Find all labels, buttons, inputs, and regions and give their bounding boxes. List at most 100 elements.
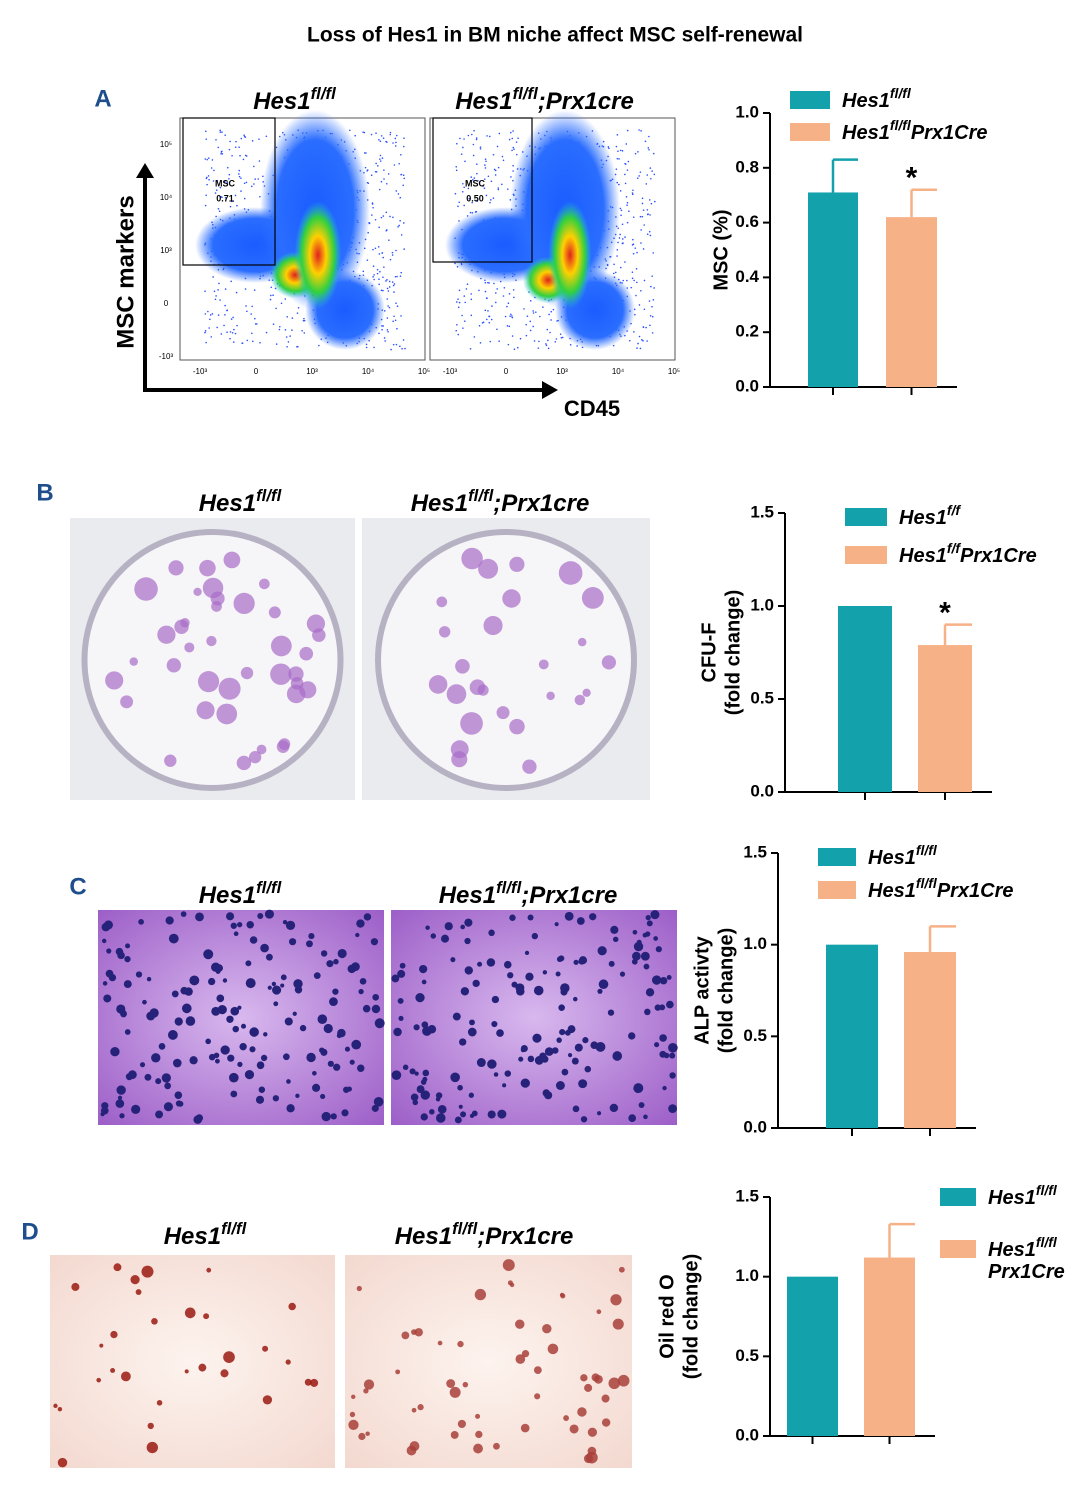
flow-event bbox=[207, 310, 209, 313]
flow-event bbox=[619, 190, 622, 192]
flow-event bbox=[380, 135, 383, 137]
flow-event bbox=[454, 192, 457, 195]
colony bbox=[538, 659, 549, 670]
cell bbox=[374, 1018, 385, 1029]
flow-event bbox=[467, 134, 470, 137]
flow-event bbox=[633, 279, 635, 282]
cell bbox=[659, 976, 668, 985]
flow-event bbox=[246, 310, 248, 313]
flow-event bbox=[229, 205, 232, 208]
flow-event bbox=[242, 158, 245, 161]
flow-event bbox=[627, 160, 630, 163]
flow-event bbox=[508, 325, 511, 328]
flow-event bbox=[646, 209, 649, 211]
cell bbox=[650, 910, 660, 920]
lipid-cell bbox=[450, 1430, 459, 1439]
flow-event bbox=[254, 317, 256, 320]
flow-event bbox=[253, 289, 256, 291]
lipid-cell bbox=[542, 1324, 552, 1334]
flow-event bbox=[207, 157, 210, 159]
flow-event bbox=[475, 138, 478, 141]
cell bbox=[493, 1072, 499, 1077]
cell bbox=[125, 943, 131, 949]
flow-event bbox=[464, 160, 466, 163]
flow-event bbox=[456, 142, 458, 145]
lipid-cell bbox=[285, 1359, 291, 1365]
y-tick-label: 0.0 bbox=[743, 1117, 767, 1136]
panel-letter: D bbox=[21, 1218, 38, 1245]
cell bbox=[544, 1091, 553, 1100]
cell bbox=[237, 1061, 243, 1067]
flow-event bbox=[547, 339, 549, 342]
flow-event bbox=[258, 160, 261, 162]
flow-event bbox=[642, 248, 645, 250]
flow-event bbox=[550, 319, 552, 321]
legend-swatch bbox=[845, 546, 887, 564]
panel-letter: B bbox=[36, 479, 53, 506]
flow-event bbox=[650, 202, 653, 205]
image-label: Hes1fl/fl;Prx1cre bbox=[455, 84, 634, 115]
flow-event bbox=[389, 258, 392, 261]
lipid-cell bbox=[585, 1451, 598, 1464]
cell bbox=[391, 1070, 402, 1080]
flow-event bbox=[250, 185, 253, 188]
lipid-cell bbox=[206, 1267, 212, 1273]
cell bbox=[341, 1109, 349, 1117]
lipid-cell bbox=[610, 1294, 622, 1306]
flow-event bbox=[207, 175, 210, 177]
flow-event bbox=[403, 177, 406, 180]
flow-event bbox=[258, 138, 260, 140]
colony bbox=[174, 619, 189, 635]
flow-event bbox=[391, 254, 394, 256]
cell bbox=[414, 1071, 419, 1076]
flow-event bbox=[488, 315, 490, 318]
flow-event bbox=[485, 160, 487, 163]
lipid-cell bbox=[310, 1378, 319, 1387]
flow-event bbox=[648, 135, 650, 138]
cell bbox=[244, 1070, 255, 1080]
flow-event bbox=[383, 266, 385, 268]
flow-event bbox=[646, 233, 649, 235]
flow-event bbox=[205, 176, 208, 179]
cell bbox=[146, 1011, 156, 1021]
cell bbox=[232, 1025, 239, 1033]
flow-event bbox=[649, 324, 651, 327]
flow-event bbox=[642, 209, 645, 211]
flow-event bbox=[398, 224, 400, 227]
cell bbox=[271, 981, 277, 987]
cell bbox=[286, 1104, 295, 1113]
cell bbox=[574, 1043, 583, 1052]
cell bbox=[116, 1085, 126, 1095]
flow-event bbox=[394, 275, 397, 278]
cell bbox=[155, 1078, 162, 1085]
cell bbox=[571, 1057, 579, 1065]
flow-x-label: CD45 bbox=[564, 396, 620, 421]
flow-event bbox=[224, 314, 226, 316]
flow-event bbox=[372, 206, 374, 209]
flow-event bbox=[631, 277, 634, 280]
legend-label: Hes1fl/fl bbox=[842, 85, 912, 113]
colony bbox=[509, 718, 525, 735]
flow-event bbox=[253, 183, 255, 185]
flow-event bbox=[502, 159, 505, 162]
flow-event bbox=[393, 315, 395, 318]
cell bbox=[487, 1059, 497, 1069]
cell bbox=[655, 946, 662, 953]
cell bbox=[555, 1081, 565, 1090]
colony bbox=[164, 754, 177, 767]
flow-event bbox=[216, 179, 219, 182]
lipid-cell bbox=[147, 1422, 154, 1430]
flow-event bbox=[389, 215, 391, 218]
lipid-cell bbox=[569, 1424, 579, 1434]
y-tick-label: 0.6 bbox=[735, 212, 759, 231]
flow-event bbox=[382, 215, 385, 217]
lipid-cell bbox=[601, 1394, 610, 1403]
flow-event bbox=[511, 316, 514, 319]
flow-event bbox=[463, 138, 465, 140]
flow-event bbox=[402, 339, 405, 341]
flow-event bbox=[459, 137, 461, 140]
flow-event bbox=[391, 251, 394, 254]
oil-red-photo bbox=[345, 1255, 632, 1468]
cell bbox=[155, 1110, 164, 1119]
flow-event bbox=[363, 131, 366, 134]
